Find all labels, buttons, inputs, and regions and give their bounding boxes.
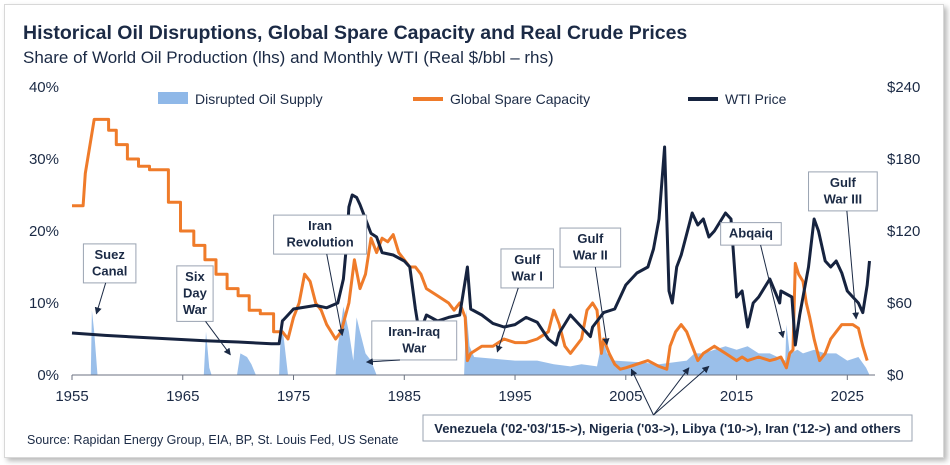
annotation-label: Six (185, 269, 205, 284)
y-left-tick-label: 20% (29, 223, 59, 240)
annotation-arrow (326, 254, 345, 337)
chart-subtitle: Share of World Oil Production (lhs) and … (23, 48, 554, 67)
y-right-tick-label: $120 (887, 223, 920, 240)
annotation-arrow (94, 282, 107, 315)
y-right-tick-label: $60 (887, 295, 912, 312)
legend-label-wti: WTI Price (725, 91, 787, 107)
x-tick-label: 1955 (55, 388, 88, 405)
y-left-tick-label: 30% (29, 151, 59, 168)
annotation-label: War II (573, 248, 608, 263)
y-right-tick-label: $180 (887, 151, 920, 168)
annotation-label: Suez (94, 247, 125, 262)
annotation-label: War III (824, 191, 863, 206)
y-left-tick-label: 40% (29, 79, 59, 96)
annotation-arrow (760, 245, 785, 339)
annotation-arrow (205, 321, 231, 356)
annotation-arrow (365, 358, 400, 366)
annotation-label: Gulf (577, 231, 604, 246)
x-tick-label: 1995 (498, 388, 531, 405)
annotation-label: Day (183, 285, 208, 300)
annotation-box (720, 222, 782, 246)
annotation-label: Gulf (830, 175, 857, 190)
series-disrupted-oil-supply (72, 306, 870, 375)
chart-card: Historical Oil Disruptions, Global Spare… (4, 4, 944, 458)
x-tick-label: 2005 (609, 388, 642, 405)
x-tick-label: 1975 (277, 388, 310, 405)
x-tick-label: 1985 (388, 388, 421, 405)
annotation-label: Iran (308, 218, 332, 233)
others-arrow (653, 365, 710, 416)
others-arrow (630, 368, 654, 416)
source-note: Source: Rapidan Energy Group, EIA, BP, S… (27, 433, 399, 447)
annotation-label: Revolution (287, 235, 354, 250)
annotation-label: War (402, 340, 426, 355)
y-right-tick-label: $240 (887, 79, 920, 96)
others-box-label: Venezuela ('02-'03/'15->), Nigeria ('03-… (434, 421, 900, 436)
series-global-spare-capacity (72, 117, 869, 371)
legend-label-disrupted: Disrupted Oil Supply (195, 91, 323, 107)
x-tick-label: 2015 (720, 388, 753, 405)
annotation-arrow (846, 210, 860, 320)
annotation-label: War (183, 302, 207, 317)
x-tick-label: 2025 (831, 388, 864, 405)
others-box (422, 414, 913, 442)
annotation-box (273, 214, 368, 255)
annotation-label: Canal (92, 263, 127, 278)
y-left-tick-label: 0% (37, 367, 59, 384)
legend-swatch-disrupted (158, 92, 188, 104)
annotation-box (808, 171, 878, 212)
annotation-box (559, 227, 622, 268)
annotation-arrow (594, 266, 610, 346)
annotation-box (82, 243, 137, 284)
annotation-label: Abqaiq (729, 226, 773, 241)
legend-label-spare: Global Spare Capacity (450, 91, 590, 107)
y-right-tick-label: $0 (887, 367, 904, 384)
annotation-label: Gulf (514, 252, 541, 267)
annotation-arrow (495, 287, 519, 353)
others-arrow (653, 367, 690, 416)
chart-title: Historical Oil Disruptions, Global Spare… (23, 22, 688, 44)
annotation-label: War I (512, 268, 543, 283)
annotation-box (500, 248, 554, 289)
annotation-label: Iran-Iraq (388, 324, 440, 339)
annotation-box (371, 320, 458, 361)
annotation-box (176, 265, 214, 322)
y-left-tick-label: 10% (29, 295, 59, 312)
x-tick-label: 1965 (166, 388, 199, 405)
